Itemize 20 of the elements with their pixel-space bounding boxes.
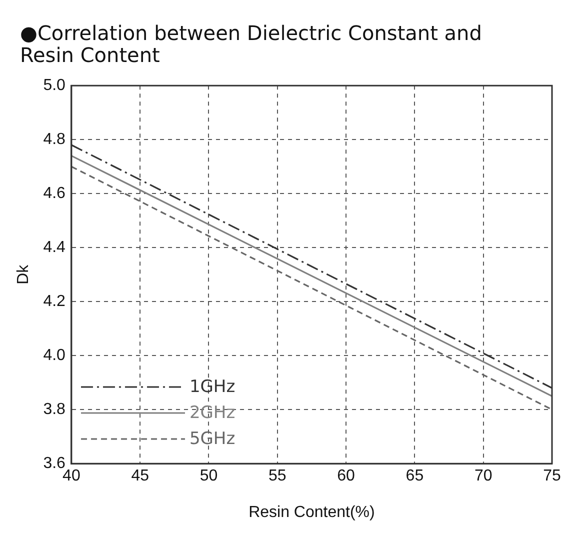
x-tick-label: 55: [268, 468, 286, 485]
x-axis-title: Resin Content(%): [248, 504, 375, 521]
x-tick-label: 75: [543, 468, 561, 485]
y-tick-label: 4.8: [43, 131, 66, 148]
y-tick-label: 4.6: [43, 185, 66, 202]
y-tick-label: 4.4: [43, 239, 66, 256]
x-tick-label: 65: [406, 468, 424, 485]
text: 1GHz: [189, 376, 236, 397]
y-axis-title: Dk: [15, 264, 32, 284]
x-tick-label: 50: [200, 468, 218, 485]
chart-title: ●Correlation between Dielectric Constant and Resin Content: [20, 21, 483, 67]
x-tick-label: 70: [474, 468, 492, 485]
y-tick-label: 4.0: [43, 347, 66, 364]
y-tick-label: 4.2: [43, 293, 66, 310]
x-tick-label: 45: [131, 468, 150, 485]
y-tick-label: 3.8: [43, 401, 66, 418]
text: 5GHz: [189, 428, 236, 449]
y-tick-label: 5.0: [43, 77, 66, 94]
text: 2GHz: [189, 402, 236, 423]
x-tick-label: 60: [337, 468, 356, 485]
